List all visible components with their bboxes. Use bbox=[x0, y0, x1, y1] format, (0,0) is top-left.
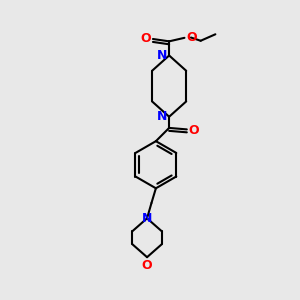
Text: N: N bbox=[156, 110, 167, 123]
Text: O: O bbox=[142, 259, 152, 272]
Text: N: N bbox=[142, 212, 152, 225]
Text: N: N bbox=[156, 49, 167, 62]
Text: O: O bbox=[186, 31, 196, 44]
Text: O: O bbox=[140, 32, 151, 46]
Text: O: O bbox=[188, 124, 199, 137]
